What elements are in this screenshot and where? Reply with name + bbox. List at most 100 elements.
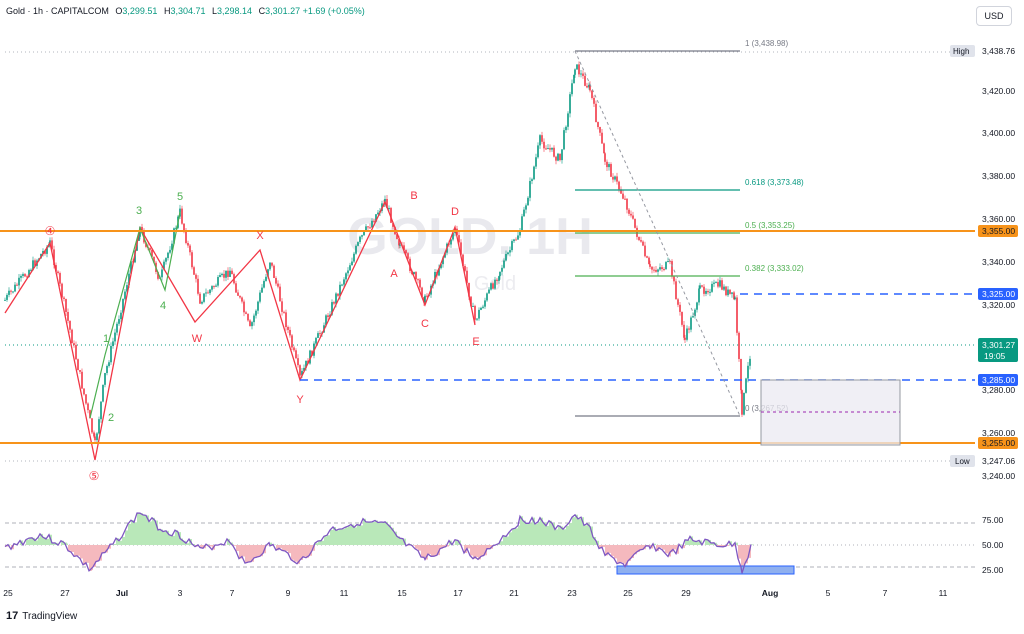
candle-body: [91, 418, 93, 432]
candle-body: [187, 243, 189, 246]
candle-body: [235, 283, 237, 292]
candle-body: [531, 179, 533, 181]
fib-label-05: 0.5 (3,353.25): [745, 221, 795, 230]
rsi-tick: 75.00: [982, 515, 1004, 525]
candle-body: [616, 176, 618, 181]
candle-body: [624, 199, 626, 200]
symbol-label[interactable]: Gold · 1h · CAPITALCOM: [6, 6, 109, 16]
footer-brand[interactable]: 17 TradingView: [6, 610, 77, 622]
fib-label-0382: 0.382 (3,333.02): [745, 264, 804, 273]
candle-body: [116, 324, 118, 333]
candle-body: [87, 403, 89, 410]
rsi-fill-bar: [529, 523, 532, 545]
candle-body: [197, 279, 199, 294]
fib-label-0618: 0.618 (3,373.48): [745, 178, 804, 187]
candle-body: [229, 271, 231, 277]
candle-body: [361, 235, 363, 236]
candle-body: [209, 290, 211, 294]
candle-body: [527, 198, 529, 206]
candle-body: [499, 272, 501, 276]
price-badge-3355-text: 3,355.00: [982, 226, 1015, 236]
rsi-fill-bar: [608, 545, 611, 553]
rsi-fill-bar: [673, 545, 676, 549]
candle-body: [606, 162, 608, 167]
candle-body: [715, 282, 717, 283]
candle-body: [649, 264, 651, 267]
candle-body: [533, 167, 535, 180]
time-tick: 7: [883, 588, 888, 598]
candle-body: [343, 279, 345, 284]
time-tick: Jul: [116, 588, 128, 598]
candle-body: [14, 285, 16, 292]
wave-label-x: X: [256, 230, 264, 242]
candle-body: [484, 300, 486, 306]
rsi-fill-bar: [421, 545, 424, 557]
rsi-fill-bar: [172, 536, 175, 545]
candle-body: [667, 261, 669, 262]
candle-body: [104, 373, 106, 385]
rsi-fill-bar: [236, 545, 239, 551]
rsi-fill-bar: [35, 540, 38, 545]
candle-body: [337, 293, 339, 295]
candle-body: [571, 83, 573, 94]
rsi-fill-bar: [245, 545, 248, 563]
candle-body: [22, 274, 24, 276]
candle-body: [20, 276, 22, 278]
rsi-fill-bar: [614, 545, 617, 558]
rsi-fill-bar: [470, 545, 473, 556]
currency-button[interactable]: USD: [976, 6, 1012, 26]
candle-body: [399, 245, 401, 246]
candle-body: [578, 64, 580, 74]
rsi-fill-bar: [330, 530, 333, 545]
candle-body: [496, 280, 498, 281]
rsi-fill-bar: [242, 545, 245, 557]
candle-body: [357, 242, 359, 246]
rsi-fill-bar: [83, 545, 86, 565]
rsi-fill-bar: [74, 545, 77, 556]
candle-body: [665, 262, 667, 269]
brand-name: TradingView: [22, 611, 77, 622]
wave-label-a: A: [390, 268, 398, 280]
rsi-fill-bar: [515, 528, 518, 545]
rsi-fill-bar: [366, 522, 369, 545]
rsi-fill-bar: [617, 545, 620, 564]
candle-body: [223, 274, 225, 278]
candle-body: [315, 338, 317, 344]
rsi-fill-bar: [77, 545, 80, 556]
time-axis[interactable]: 25 27 Jul 3 7 9 11 15 17 21 23 25 29 Aug…: [3, 588, 947, 598]
candle-body: [319, 333, 321, 334]
candle-body: [219, 275, 221, 277]
price-tick: 3,260.00: [982, 428, 1015, 438]
candle-body: [369, 227, 371, 228]
candle-body: [555, 157, 557, 161]
candle-body: [57, 272, 59, 273]
candle-body: [563, 130, 565, 149]
rsi-fill-bar: [363, 519, 366, 545]
rsi-fill-bar: [279, 545, 282, 548]
rsi-fill-bar: [434, 545, 437, 556]
candle-body: [599, 127, 601, 133]
price-axis[interactable]: 3,420.00 3,400.00 3,380.00 3,360.00 3,34…: [950, 45, 1018, 481]
candle-body: [371, 221, 373, 228]
candle-body: [734, 297, 736, 299]
candle-body: [604, 153, 606, 161]
price-tick: 3,240.00: [982, 471, 1015, 481]
candle-body: [745, 378, 747, 392]
rsi-fill-bar: [128, 524, 131, 545]
candle-body: [717, 282, 719, 286]
candle-body: [699, 285, 701, 288]
candle-body: [486, 293, 488, 300]
candle-body: [723, 287, 725, 290]
candle-body: [365, 226, 367, 230]
rsi-tick: 50.00: [982, 540, 1004, 550]
rsi-fill-bar: [512, 529, 515, 545]
candle-body: [67, 312, 69, 321]
rsi-pane[interactable]: 75.00 50.00 25.00: [5, 513, 1004, 575]
candle-body: [618, 182, 620, 190]
rsi-fill-bar: [475, 545, 478, 557]
candle-body: [608, 164, 610, 167]
price-tick: 3,400.00: [982, 128, 1015, 138]
close-value: 3,301.27: [265, 6, 300, 16]
